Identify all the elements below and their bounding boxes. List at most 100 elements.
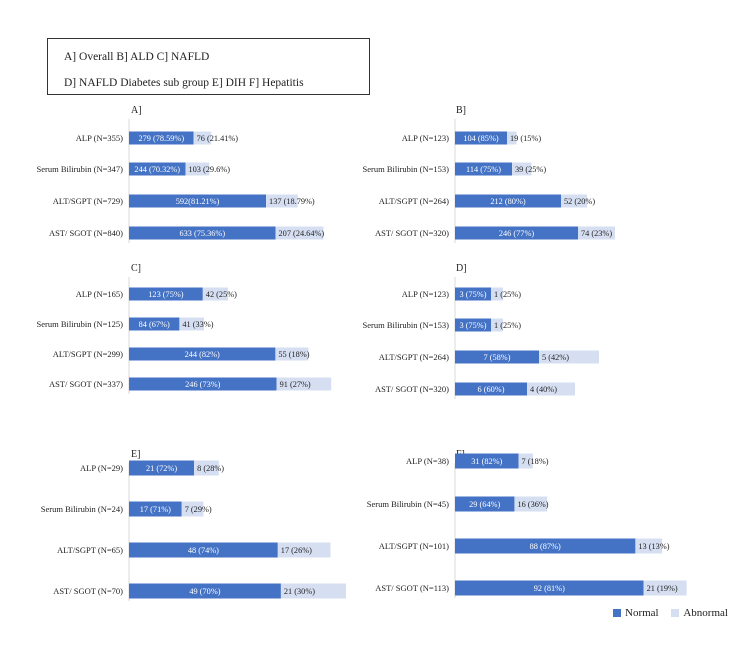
panel-d-title: D] xyxy=(456,263,467,274)
panel-a-category-label: Serum Bilirubin (N=347) xyxy=(37,164,124,174)
panel-b-label-normal: 104 (85%) xyxy=(463,134,498,143)
panel-f-bar-normal xyxy=(455,453,519,469)
panel-d-category-label: ALP (N=123) xyxy=(402,289,449,299)
panel-c-bar-abnormal xyxy=(202,287,228,301)
panel-a-label-normal: 279 (78.59%) xyxy=(138,134,184,143)
panel-f-label-abnormal: 16 (36%) xyxy=(517,500,548,509)
panel-d-bar-abnormal xyxy=(491,318,503,332)
panel-f-bar-normal xyxy=(455,580,644,596)
legend-normal-swatch xyxy=(613,609,621,617)
panel-f-bar-abnormal xyxy=(514,496,548,512)
panel-c-bar-normal xyxy=(129,287,203,301)
panel-c-label-abnormal: 91 (27%) xyxy=(280,380,311,389)
panel-e-category-label: Serum Bilirubin (N=24) xyxy=(41,504,123,514)
panel-c-label-abnormal: 41 (33%) xyxy=(182,320,213,329)
panel-e-title: E] xyxy=(131,449,140,460)
panel-a-category-label: ALP (N=355) xyxy=(76,133,123,143)
panel-a-label-abnormal: 76 (21.41%) xyxy=(197,134,239,143)
panel-c-label-normal: 123 (75%) xyxy=(148,290,183,299)
panel-a-label-abnormal: 207 (24.64%) xyxy=(279,229,325,238)
panel-c-bar-normal xyxy=(129,377,277,391)
panel-e-label-normal: 49 (70%) xyxy=(189,587,220,596)
panel-b-category-label: AST/ SGOT (N=320) xyxy=(375,228,449,238)
panel-b-bar-normal xyxy=(455,194,561,208)
panel-b-category-label: Serum Bilirubin (N=153) xyxy=(363,164,450,174)
panel-a-label-abnormal: 137 (18.79%) xyxy=(269,197,315,206)
panel-d-label-abnormal: 4 (40%) xyxy=(530,385,557,394)
panel-b-label-abnormal: 52 (20%) xyxy=(564,197,595,206)
panel-b-bar-abnormal xyxy=(561,194,587,208)
panel-a-bar-abnormal xyxy=(275,226,324,240)
panel-d-bar-abnormal xyxy=(491,287,503,301)
panel-a-label-normal: 633 (75.36%) xyxy=(179,229,225,238)
panel-b-label-abnormal: 19 (15%) xyxy=(510,134,541,143)
panel-b-bar-abnormal xyxy=(512,162,532,176)
panel-b-bar-abnormal xyxy=(578,226,615,240)
panel-legend-line-1: A] Overall B] ALD C] NAFLD xyxy=(64,51,210,63)
panel-d-category-label: ALT/SGPT (N=264) xyxy=(379,352,449,362)
panel-a-label-abnormal: 103 (29.6%) xyxy=(188,165,230,174)
panel-c-title: C] xyxy=(131,263,141,274)
panel-d-label-abnormal: 1 (25%) xyxy=(494,321,521,330)
panel-f-label-normal: 31 (82%) xyxy=(471,457,502,466)
panel-e-bar-normal xyxy=(129,583,281,599)
panel-e-label-abnormal: 21 (30%) xyxy=(284,587,315,596)
panel-a-bar-normal xyxy=(129,226,276,240)
panel-d-label-abnormal: 1 (25%) xyxy=(494,290,521,299)
panel-f-bar-normal xyxy=(455,538,636,554)
panel-c-category-label: AST/ SGOT (N=337) xyxy=(49,379,123,389)
panel-b-category-label: ALP (N=123) xyxy=(402,133,449,143)
panel-c-label-normal: 246 (73%) xyxy=(185,380,220,389)
panel-e-category-label: ALT/SGPT (N=65) xyxy=(57,545,123,555)
panel-b-bar-normal xyxy=(455,226,578,240)
panel-a-bar-abnormal xyxy=(266,194,298,208)
panel-e-label-abnormal: 17 (26%) xyxy=(281,546,312,555)
legend-abnormal-label: Abnormal xyxy=(683,607,728,619)
panel-d-bar-normal xyxy=(455,382,527,396)
panel-c-category-label: ALP (N=165) xyxy=(76,289,123,299)
panel-b-title: B] xyxy=(456,105,466,116)
legend-abnormal-swatch xyxy=(671,609,680,617)
panel-d-label-normal: 6 (60%) xyxy=(478,385,505,394)
panel-e-category-label: ALP (N=29) xyxy=(80,463,123,473)
panel-legend-line-2: D] NAFLD Diabetes sub group E] DIH F] He… xyxy=(64,77,304,89)
panel-c-category-label: ALT/SGPT (N=299) xyxy=(53,349,123,359)
panel-d-label-normal: 3 (75%) xyxy=(460,321,487,330)
panel-b-bar-abnormal xyxy=(507,131,517,145)
panel-c-label-normal: 84 (67%) xyxy=(139,320,170,329)
panel-c-label-abnormal: 55 (18%) xyxy=(278,350,309,359)
panel-a-bar-normal xyxy=(129,131,194,145)
panel-c-bar-normal xyxy=(129,347,276,361)
panel-f-label-normal: 88 (87%) xyxy=(530,542,561,551)
panel-f-bar-normal xyxy=(455,496,515,512)
panel-c-bar-abnormal xyxy=(179,317,204,331)
panel-b-label-abnormal: 74 (23%) xyxy=(581,229,612,238)
panel-e-label-normal: 21 (72%) xyxy=(146,464,177,473)
panel-d-label-normal: 7 (58%) xyxy=(484,353,511,362)
panel-f-label-normal: 92 (81%) xyxy=(534,584,565,593)
panel-d-label-abnormal: 5 (42%) xyxy=(542,353,569,362)
panel-e-bar-abnormal xyxy=(280,583,346,599)
series-legend: Normal Abnormal xyxy=(613,607,738,619)
panel-e-bar-normal xyxy=(129,542,278,558)
legend-normal: Normal xyxy=(613,607,661,619)
panel-b-label-normal: 212 (80%) xyxy=(490,197,525,206)
legend-normal-label: Normal xyxy=(625,607,659,619)
legend-abnormal: Abnormal xyxy=(671,607,728,619)
panel-f-bar-abnormal xyxy=(635,538,663,554)
panel-a-label-normal: 244 (70.32%) xyxy=(134,165,180,174)
panel-d-category-label: AST/ SGOT (N=320) xyxy=(375,384,449,394)
panel-e-bar-abnormal xyxy=(181,501,204,517)
panel-a-bar-abnormal xyxy=(185,162,210,176)
panel-b-label-abnormal: 39 (25%) xyxy=(515,165,546,174)
panel-b-label-normal: 246 (77%) xyxy=(499,229,534,238)
panel-e-bar-abnormal xyxy=(277,542,331,558)
panel-b-bar-normal xyxy=(455,162,512,176)
panel-f-bar-abnormal xyxy=(518,453,533,469)
panel-d-bar-abnormal xyxy=(527,382,575,396)
panel-c-label-abnormal: 42 (25%) xyxy=(206,290,237,299)
panel-c-category-label: Serum Bilirubin (N=125) xyxy=(37,319,124,329)
panel-d-bar-normal xyxy=(455,350,539,364)
panel-b-category-label: ALT/SGPT (N=264) xyxy=(379,196,449,206)
panel-d-bar-normal xyxy=(455,287,491,301)
